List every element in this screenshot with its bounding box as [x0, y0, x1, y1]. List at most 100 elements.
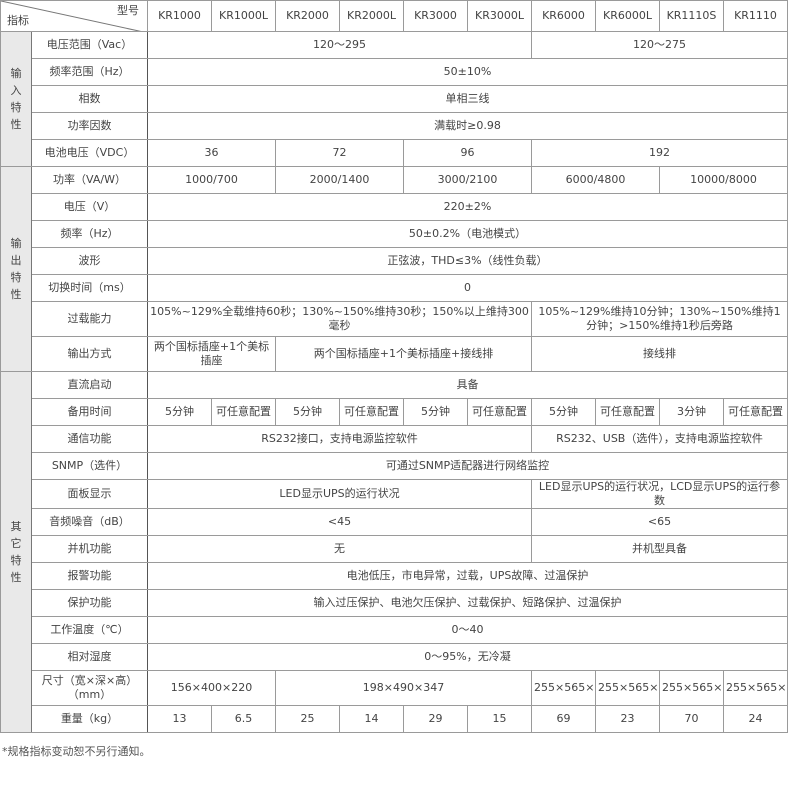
group-label: 输入特性 [0, 31, 32, 167]
row-label: 音频噪音（dB） [31, 508, 148, 536]
row-label: 输出方式 [31, 336, 148, 372]
row-label: 保护功能 [31, 589, 148, 617]
value-cell: 无 [147, 535, 532, 563]
value-cell: 单相三线 [147, 85, 788, 113]
diagonal-divider [1, 1, 139, 31]
table-row: 重量（kg） 13 6.5 25 14 29 15 69 23 70 24 [1, 705, 788, 733]
value-cell: 5分钟 [403, 398, 468, 426]
row-label: 通信功能 [31, 425, 148, 453]
row-label: SNMP（选件） [31, 452, 148, 480]
row-label: 电压范围（Vac） [31, 31, 148, 59]
group-label: 输出特性 [0, 166, 32, 372]
row-label: 切换时间（ms） [31, 274, 148, 302]
value-cell: 50±10% [147, 58, 788, 86]
model-header: KR2000L [339, 0, 404, 32]
value-cell: RS232接口，支持电源监控软件 [147, 425, 532, 453]
value-cell: 5分钟 [531, 398, 596, 426]
value-cell: 72 [275, 139, 404, 167]
value-cell: 可任意配置 [595, 398, 660, 426]
model-header: KR6000 [531, 0, 596, 32]
row-label: 备用时间 [31, 398, 148, 426]
value-cell: 可通过SNMP适配器进行网络监控 [147, 452, 788, 480]
table-row: 过载能力 105%~129%全载维持60秒；130%~150%维持30秒；150%… [1, 301, 788, 337]
table-row: 切换时间（ms） 0 [1, 274, 788, 302]
row-label: 重量（kg） [31, 705, 148, 733]
row-label: 波形 [31, 247, 148, 275]
group-label-text: 输出特性 [10, 237, 22, 301]
value-cell: 两个国标插座+1个美标插座 [147, 336, 276, 372]
row-label: 报警功能 [31, 562, 148, 590]
value-cell: 220±2% [147, 193, 788, 221]
value-cell: 23 [595, 705, 660, 733]
row-label: 面板显示 [31, 479, 148, 509]
value-cell: 并机型具备 [531, 535, 788, 563]
value-cell: 24 [723, 705, 788, 733]
row-label: 频率范围（Hz） [31, 58, 148, 86]
value-cell: 6000/4800 [531, 166, 660, 194]
table-row: 面板显示 LED显示UPS的运行状况 LED显示UPS的运行状况，LCD显示UPS的… [1, 479, 788, 509]
model-header: KR1000L [211, 0, 276, 32]
value-cell: 可任意配置 [211, 398, 276, 426]
value-cell: 接线排 [531, 336, 788, 372]
value-cell: 正弦波，THD≤3%（线性负载） [147, 247, 788, 275]
model-header: KR1110S [659, 0, 724, 32]
group-label: 其它特性 [0, 371, 32, 733]
value-cell: 0～40 [147, 616, 788, 644]
value-cell: <45 [147, 508, 532, 536]
model-header: KR1000 [147, 0, 212, 32]
value-cell: 255×565×700 [659, 670, 724, 706]
value-cell: 3分钟 [659, 398, 724, 426]
value-cell: LED显示UPS的运行状况，LCD显示UPS的运行参数 [531, 479, 788, 509]
model-header: KR2000 [275, 0, 340, 32]
row-label: 过载能力 [31, 301, 148, 337]
header-row: 型号 指标 KR1000 KR1000L KR2000 KR2000L KR3000 KR… [0, 0, 788, 32]
value-cell: 69 [531, 705, 596, 733]
table-row: 工作温度（℃） 0～40 [1, 616, 788, 644]
row-label: 并机功能 [31, 535, 148, 563]
value-cell: 25 [275, 705, 340, 733]
value-cell: 255×565×700 [531, 670, 596, 706]
value-cell: 13 [147, 705, 212, 733]
table-row: 通信功能 RS232接口，支持电源监控软件 RS232、USB（选件），支持电源监控… [1, 425, 788, 453]
spec-table: 型号 指标 KR1000 KR1000L KR2000 KR2000L KR3000 KR… [0, 0, 788, 733]
row-label: 功率因数 [31, 112, 148, 140]
header-corner: 型号 指标 [0, 0, 148, 32]
group-label-text: 其它特性 [10, 520, 22, 584]
model-header: KR3000 [403, 0, 468, 32]
value-cell: RS232、USB（选件），支持电源监控软件 [531, 425, 788, 453]
row-label: 电压（V） [31, 193, 148, 221]
value-cell: 36 [147, 139, 276, 167]
value-cell: 120～275 [531, 31, 788, 59]
value-cell: 电池低压，市电异常，过载，UPS故障、过温保护 [147, 562, 788, 590]
value-cell: 1000/700 [147, 166, 276, 194]
table-row: 备用时间 5分钟 可任意配置 5分钟 可任意配置 5分钟 可任意配置 5分钟 可任意配置 3分钟可… [1, 398, 788, 426]
model-header: KR1110 [723, 0, 788, 32]
table-row: 其它特性 直流启动 具备 [0, 371, 788, 733]
table-row: 功率因数 满载时≥0.98 [1, 112, 788, 140]
value-cell: 两个国标插座+1个美标插座+接线排 [275, 336, 532, 372]
value-cell: 105%~129%全载维持60秒；130%~150%维持30秒；150%以上维持… [147, 301, 532, 337]
table-row: 频率（Hz） 50±0.2%（电池模式） [1, 220, 788, 248]
value-cell: LED显示UPS的运行状况 [147, 479, 532, 509]
value-cell: 2000/1400 [275, 166, 404, 194]
model-header: KR3000L [467, 0, 532, 32]
value-cell: 120～295 [147, 31, 532, 59]
value-cell: 具备 [147, 371, 788, 399]
table-row: 音频噪音（dB） <45 <65 [1, 508, 788, 536]
table-row: 电池电压（VDC） 36 72 96 192 [1, 139, 788, 167]
value-cell: 5分钟 [275, 398, 340, 426]
value-cell: 70 [659, 705, 724, 733]
model-header-label: 型号 [117, 4, 139, 17]
value-cell: 可任意配置 [339, 398, 404, 426]
row-label: 尺寸（宽×深×高）（mm） [31, 670, 148, 706]
value-cell: 6.5 [211, 705, 276, 733]
value-cell: <65 [531, 508, 788, 536]
footnote: *规格指标变动恕不另行通知。 [2, 745, 151, 758]
table-row: 电压（V） 220±2% [1, 193, 788, 221]
value-cell: 3000/2100 [403, 166, 532, 194]
row-label: 直流启动 [31, 371, 148, 399]
value-cell: 14 [339, 705, 404, 733]
table-row: 并机功能无并机型具备 [1, 535, 788, 563]
table-row: 输出方式 两个国标插座+1个美标插座 两个国标插座+1个美标插座+接线排 接线排 [1, 336, 788, 372]
value-cell: 满载时≥0.98 [147, 112, 788, 140]
